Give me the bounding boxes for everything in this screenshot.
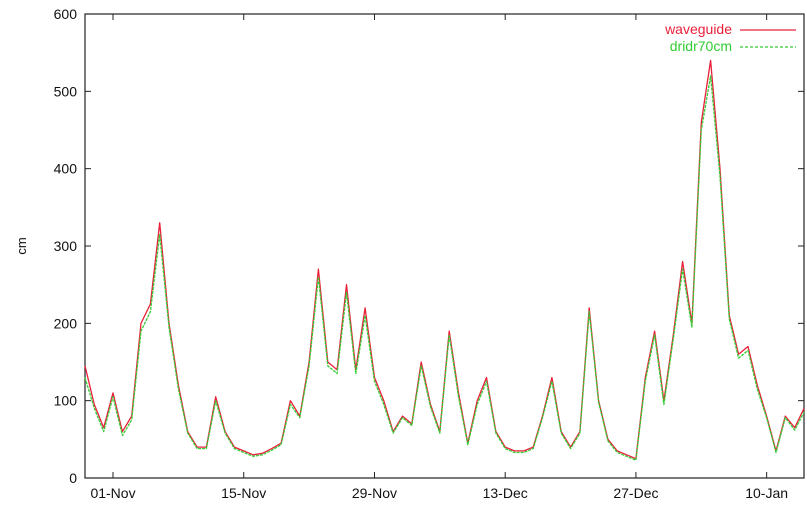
x-axis: 01-Nov 15-Nov 29-Nov 13-Dec 27-Dec 10-Jan (90, 14, 788, 501)
y-axis-label: cm (14, 237, 29, 254)
legend-label-waveguide: waveguide (664, 21, 732, 37)
y-tick-label: 500 (54, 83, 78, 99)
y-axis: 0 100 200 300 400 500 600 (54, 6, 804, 486)
x-tick-label: 27-Dec (613, 485, 658, 501)
x-tick-label: 13-Dec (483, 485, 528, 501)
x-tick-label: 29-Nov (352, 485, 397, 501)
series-line-dridr70cm (84, 75, 805, 461)
y-tick-label: 600 (54, 6, 78, 22)
y-tick-label: 400 (54, 161, 78, 177)
legend-label-dridr70cm: dridr70cm (670, 38, 732, 54)
y-tick-label: 300 (54, 238, 78, 254)
y-tick-label: 0 (69, 470, 77, 486)
y-tick-label: 200 (54, 315, 78, 331)
legend: waveguide dridr70cm (664, 21, 796, 54)
x-tick-label: 15-Nov (221, 485, 266, 501)
y-tick-label: 100 (54, 393, 78, 409)
series-line-waveguide (84, 59, 805, 460)
x-tick-label: 01-Nov (90, 485, 135, 501)
x-tick-label: 10-Jan (745, 485, 788, 501)
series-layer (84, 59, 805, 461)
